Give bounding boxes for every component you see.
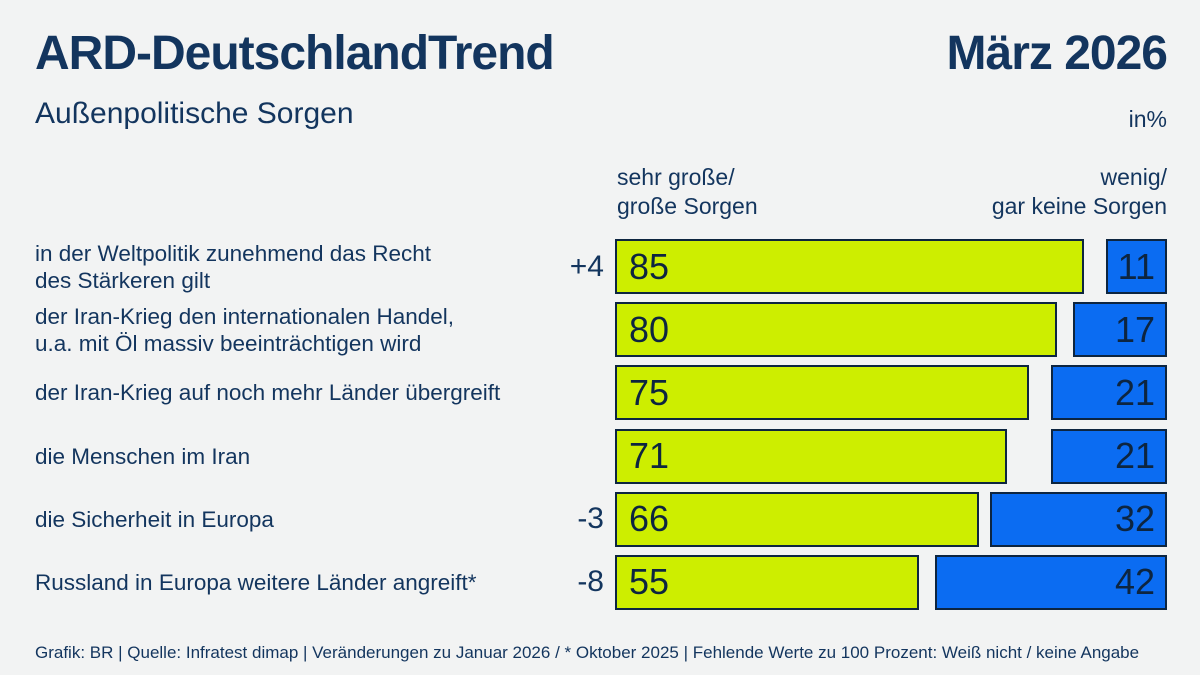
bar-track: 80 17	[615, 302, 1167, 358]
row-label: Russland in Europa weitere Länder angrei…	[35, 569, 477, 595]
row-change-value: -8	[577, 565, 604, 599]
bar-track: 66 32	[615, 491, 1167, 547]
bar-track: 85 11	[615, 239, 1167, 294]
no-worry-bar: 17	[1073, 302, 1167, 358]
no-worry-value: 21	[1114, 371, 1155, 413]
worry-bar: 66	[615, 491, 980, 547]
worry-value: 71	[629, 435, 670, 477]
page-subtitle: Außenpolitische Sorgen	[35, 97, 354, 130]
row-label: der Iran-Krieg den internationalen Hande…	[35, 303, 455, 356]
no-worry-bar: 11	[1106, 239, 1167, 294]
bar-track: 75 21	[615, 365, 1167, 421]
worry-bar: 55	[615, 554, 919, 610]
bar-track: 71 21	[615, 428, 1167, 484]
row-change-value	[524, 365, 604, 420]
legend-no-worry: wenig/ gar keine Sorgen	[991, 164, 1167, 219]
legend-worry: sehr große/ große Sorgen	[617, 164, 758, 219]
worry-value: 75	[629, 371, 670, 413]
no-worry-value: 42	[1114, 561, 1155, 603]
row-change-value	[524, 429, 604, 484]
worry-bar: 71	[615, 428, 1007, 484]
row-label: der Iran-Krieg auf noch mehr Länder über…	[35, 380, 501, 406]
worry-value: 80	[629, 308, 670, 350]
no-worry-value: 17	[1114, 308, 1155, 350]
no-worry-value: 21	[1114, 435, 1155, 477]
report-date: März 2026	[946, 27, 1168, 80]
no-worry-bar: 21	[1051, 428, 1167, 484]
chart-row: die Sicherheit in Europa -3 66 32	[0, 490, 1200, 553]
chart-row: der Iran-Krieg den internationalen Hande…	[0, 300, 1200, 363]
no-worry-value: 11	[1117, 245, 1155, 287]
worry-bar: 85	[615, 239, 1085, 294]
row-label: die Menschen im Iran	[35, 443, 251, 469]
no-worry-bar: 42	[935, 554, 1167, 610]
worry-value: 66	[629, 498, 670, 540]
worry-bar: 80	[615, 302, 1057, 358]
footer-note: Grafik: BR | Quelle: Infratest dimap | V…	[35, 643, 1140, 662]
chart-row: Russland in Europa weitere Länder angrei…	[0, 553, 1200, 616]
row-label: in der Weltpolitik zunehmend das Recht d…	[35, 240, 432, 293]
row-label: die Sicherheit in Europa	[35, 506, 274, 532]
chart-row: die Menschen im Iran 71 21	[0, 427, 1200, 490]
no-worry-bar: 32	[990, 491, 1167, 547]
worry-value: 85	[629, 245, 670, 287]
row-change-value	[524, 302, 604, 357]
unit-label: in%	[1128, 106, 1167, 132]
page-title: ARD-DeutschlandTrend	[35, 27, 555, 80]
worry-bar: 75	[615, 365, 1029, 421]
chart-row: der Iran-Krieg auf noch mehr Länder über…	[0, 363, 1200, 426]
bar-track: 55 42	[615, 554, 1167, 610]
chart-row: in der Weltpolitik zunehmend das Recht d…	[0, 237, 1200, 300]
worry-value: 55	[629, 561, 670, 603]
row-change-value: -3	[577, 502, 604, 536]
no-worry-bar: 21	[1051, 365, 1167, 421]
row-change-value: +4	[569, 249, 604, 283]
no-worry-value: 32	[1114, 498, 1155, 540]
chart-rows: in der Weltpolitik zunehmend das Recht d…	[0, 237, 1200, 617]
